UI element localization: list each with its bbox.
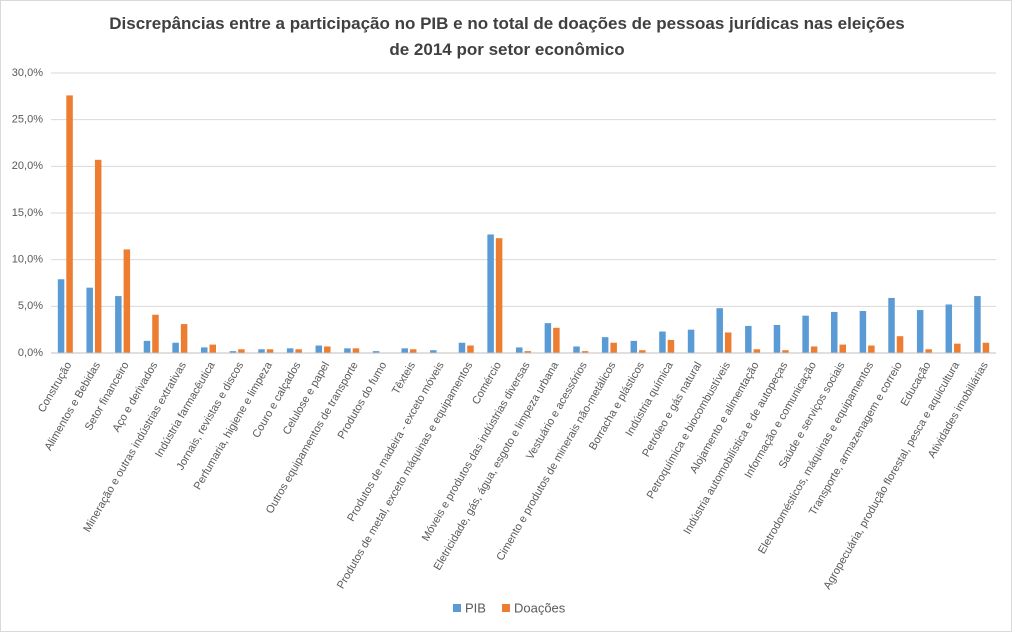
- y-tick-label: 0,0%: [18, 347, 43, 359]
- bar: [896, 336, 904, 353]
- x-tick-label: Agropecuária, produção florestal, pesca …: [822, 359, 963, 591]
- bar: [401, 348, 408, 353]
- bar: [409, 349, 417, 353]
- legend-swatch: [501, 604, 510, 612]
- bar: [238, 349, 245, 353]
- legend-swatch: [453, 604, 461, 612]
- bar: [495, 238, 503, 353]
- bar: [430, 350, 437, 353]
- bar: [258, 349, 265, 353]
- bar: [888, 297, 895, 353]
- bar: [123, 249, 131, 353]
- bar: [667, 339, 675, 353]
- bar: [573, 346, 580, 353]
- bar: [94, 159, 102, 353]
- bar: [773, 325, 781, 353]
- bar: [352, 348, 360, 353]
- bar: [324, 346, 331, 353]
- bar: [344, 348, 351, 353]
- bar: [982, 342, 990, 353]
- bar: [229, 351, 237, 353]
- bar: [610, 342, 617, 353]
- bar: [802, 315, 809, 353]
- bar: [810, 346, 818, 353]
- bar: [86, 287, 93, 353]
- bar: [372, 351, 380, 353]
- x-tick-label: Móveis e produtos das indústrias diversa…: [420, 360, 533, 544]
- bar: [868, 345, 875, 353]
- bar: [524, 351, 531, 353]
- bar: [201, 347, 208, 353]
- bar: [630, 340, 638, 353]
- bar: [295, 349, 302, 353]
- bar: [916, 310, 924, 353]
- bar: [954, 343, 961, 353]
- bar: [516, 347, 523, 353]
- bar: [172, 342, 179, 353]
- y-tick-label: 10,0%: [12, 254, 43, 266]
- x-tick-label: Produtos de metal, exceto máquinas e equ…: [335, 360, 476, 591]
- bar: [152, 314, 159, 353]
- y-tick-label: 25,0%: [12, 114, 43, 126]
- y-tick-label: 15,0%: [12, 207, 43, 219]
- bar: [782, 350, 789, 353]
- bar: [487, 234, 494, 353]
- bar: [974, 296, 981, 353]
- bar: [553, 327, 560, 353]
- bar: [57, 279, 65, 353]
- bar: [716, 308, 723, 353]
- legend-label: PIB: [465, 600, 486, 615]
- bar: [753, 349, 761, 353]
- bar: [925, 349, 932, 353]
- bar: [859, 311, 867, 353]
- bar: [831, 311, 838, 353]
- bar: [315, 345, 323, 353]
- bar: [659, 331, 666, 353]
- bar: [745, 325, 752, 353]
- bar: [601, 337, 609, 353]
- bar: [143, 340, 151, 353]
- bar: [544, 323, 552, 353]
- x-tick-label: Têxteis: [390, 360, 418, 397]
- bar: [467, 345, 474, 353]
- bar: [266, 349, 274, 353]
- bar: [839, 344, 846, 353]
- bar: [458, 342, 466, 353]
- chart-title: Discrepâncias entre a participação no PI…: [109, 14, 905, 59]
- y-tick-label: 20,0%: [12, 160, 43, 172]
- bar: [945, 304, 953, 353]
- bar: [66, 95, 73, 354]
- y-tick-label: 5,0%: [18, 300, 43, 312]
- y-tick-label: 30,0%: [12, 67, 43, 79]
- legend-label: Doações: [514, 600, 566, 615]
- bar: [724, 332, 732, 353]
- bar: [180, 324, 188, 353]
- bar: [687, 329, 695, 353]
- bar: [581, 351, 589, 353]
- bar: [639, 350, 646, 353]
- bar: [115, 296, 122, 353]
- bar: [286, 348, 294, 353]
- bar: [209, 344, 216, 353]
